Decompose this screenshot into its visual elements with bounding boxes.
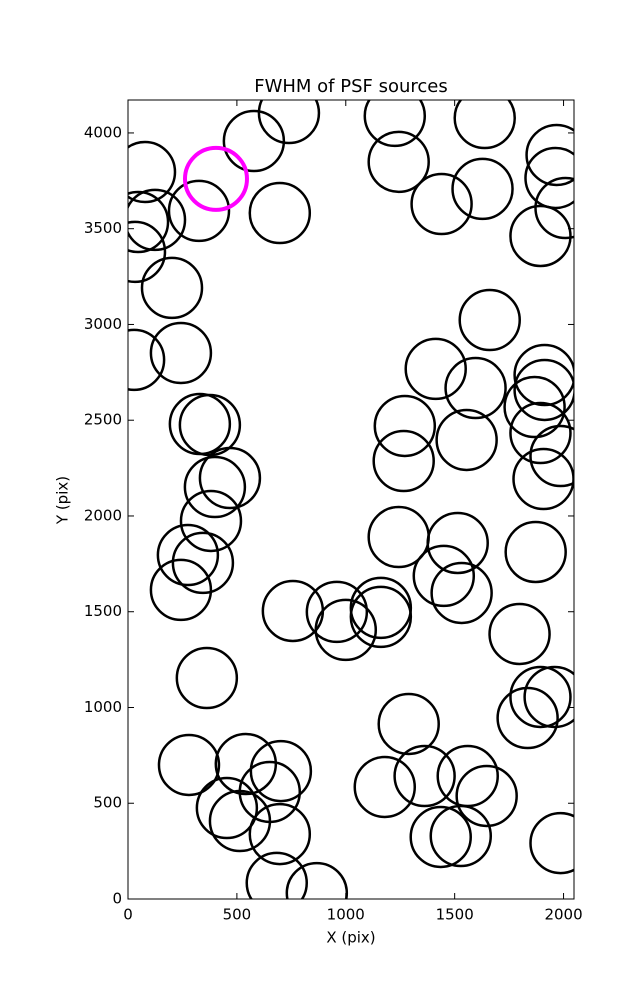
- source-circle: [128, 188, 187, 252]
- source-circle: [444, 356, 507, 420]
- source-circle: [171, 531, 235, 595]
- x-axis-label: X (pix): [326, 929, 375, 947]
- source-circle: [128, 140, 177, 204]
- source-circle: [156, 523, 220, 587]
- source-circle: [248, 802, 312, 866]
- source-circle: [349, 585, 413, 649]
- source-circle: [534, 176, 574, 240]
- chart-title: FWHM of PSF sources: [254, 76, 448, 97]
- source-circle: [426, 511, 489, 575]
- source-circle: [523, 665, 574, 729]
- source-circle: [513, 343, 574, 407]
- x-tick-label: 1500: [436, 906, 474, 924]
- source-circle: [488, 602, 551, 666]
- y-tick-label: 2500: [84, 411, 122, 429]
- source-circle: [435, 408, 498, 472]
- source-circle: [410, 172, 473, 236]
- source-circle: [372, 429, 435, 493]
- source-circle: [149, 321, 213, 385]
- source-circle: [509, 665, 572, 729]
- source-circle: [512, 447, 574, 511]
- y-tick-label: 3000: [84, 315, 122, 333]
- y-tick-label: 3500: [84, 219, 122, 237]
- y-tick-label: 0: [112, 890, 122, 908]
- source-circle: [377, 692, 440, 756]
- source-circle: [455, 764, 518, 828]
- source-circle: [363, 100, 427, 148]
- source-circle: [451, 157, 514, 221]
- source-circle: [513, 358, 574, 422]
- source-circle: [214, 732, 278, 796]
- source-circle: [453, 100, 516, 150]
- source-circle: [257, 100, 321, 145]
- y-tick-label: 500: [93, 794, 122, 812]
- source-circle: [179, 489, 243, 553]
- source-circle: [249, 739, 313, 803]
- source-circle: [503, 375, 566, 439]
- source-circle: [314, 598, 378, 662]
- source-circle: [183, 455, 247, 519]
- source-circle: [525, 123, 574, 187]
- source-circle: [128, 190, 170, 254]
- source-circle: [182, 145, 249, 212]
- source-circle: [509, 401, 572, 465]
- source-circle: [393, 744, 456, 808]
- plot-area: [128, 100, 574, 899]
- source-circle: [167, 179, 231, 243]
- source-circle: [198, 446, 262, 510]
- source-circle: [436, 744, 499, 808]
- source-circle: [404, 337, 467, 401]
- source-circle: [409, 805, 472, 869]
- x-tick-label: 0: [123, 906, 133, 924]
- x-tick-label: 500: [223, 906, 252, 924]
- source-circle: [412, 544, 476, 608]
- x-tick-label: 1000: [327, 906, 365, 924]
- source-circle: [524, 146, 574, 210]
- source-circle: [529, 424, 574, 488]
- source-circle: [245, 851, 308, 899]
- plot-frame: [127, 99, 575, 900]
- source-circle: [458, 288, 521, 352]
- y-tick-label: 1000: [84, 698, 122, 716]
- source-circle: [509, 204, 572, 268]
- y-tick-label: 4000: [84, 123, 122, 141]
- source-circle: [248, 181, 312, 245]
- source-circle: [429, 804, 493, 868]
- source-circle: [222, 109, 286, 173]
- source-circle: [157, 733, 221, 797]
- source-circle: [504, 520, 567, 584]
- source-circle: [285, 861, 349, 899]
- x-tick-label: 2000: [544, 906, 582, 924]
- y-tick-label: 1500: [84, 602, 122, 620]
- source-circle: [349, 576, 413, 640]
- source-circle: [128, 328, 166, 392]
- y-axis-label: Y (pix): [54, 476, 72, 525]
- source-circle: [149, 558, 213, 622]
- source-circle: [353, 755, 417, 819]
- source-circle: [496, 686, 559, 750]
- source-circle: [175, 646, 239, 710]
- source-circle: [208, 789, 272, 853]
- source-circle: [195, 776, 259, 840]
- y-tick-label: 2000: [84, 506, 122, 524]
- source-circle: [373, 394, 437, 458]
- source-circle: [305, 580, 369, 644]
- source-circle: [367, 130, 430, 194]
- source-circle: [529, 811, 574, 875]
- source-circle: [140, 256, 204, 320]
- source-circle: [430, 561, 493, 625]
- source-circle: [128, 220, 167, 284]
